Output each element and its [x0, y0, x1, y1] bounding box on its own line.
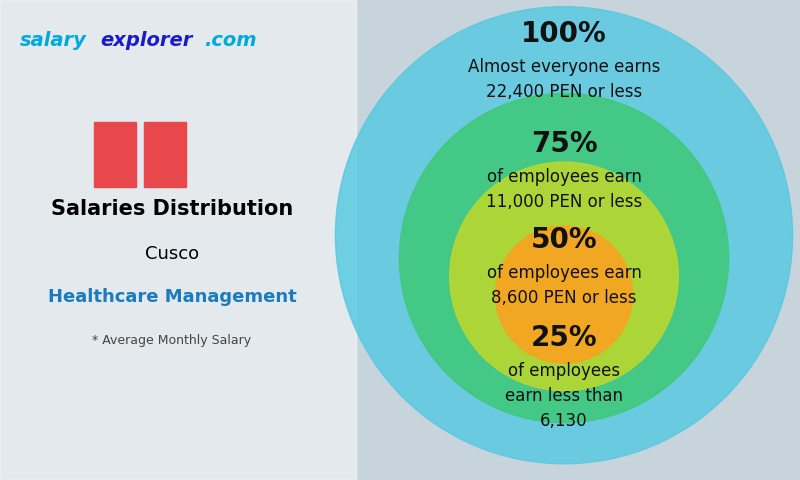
Text: 11,000 PEN or less: 11,000 PEN or less: [486, 193, 642, 211]
Text: 22,400 PEN or less: 22,400 PEN or less: [486, 84, 642, 101]
Text: of employees earn: of employees earn: [486, 264, 642, 282]
Text: 100%: 100%: [521, 20, 607, 48]
Text: * Average Monthly Salary: * Average Monthly Salary: [93, 334, 251, 347]
Text: 25%: 25%: [530, 324, 598, 352]
Circle shape: [335, 7, 793, 464]
Text: of employees earn: of employees earn: [486, 168, 642, 186]
Text: 50%: 50%: [530, 226, 598, 254]
Text: .com: .com: [204, 31, 257, 50]
Text: 75%: 75%: [530, 130, 598, 158]
Bar: [94, 122, 136, 187]
Text: explorer: explorer: [100, 31, 192, 50]
Text: 6,130: 6,130: [540, 412, 588, 431]
Text: Cusco: Cusco: [145, 245, 199, 263]
Text: Healthcare Management: Healthcare Management: [48, 288, 296, 306]
Circle shape: [495, 226, 633, 363]
Text: of employees: of employees: [508, 362, 620, 380]
Text: Salaries Distribution: Salaries Distribution: [51, 199, 293, 219]
Bar: [144, 122, 186, 187]
Text: salary: salary: [20, 31, 87, 50]
Circle shape: [399, 94, 729, 422]
Text: Almost everyone earns: Almost everyone earns: [468, 58, 660, 76]
Text: 8,600 PEN or less: 8,600 PEN or less: [491, 289, 637, 307]
Text: earn less than: earn less than: [505, 387, 623, 405]
Circle shape: [450, 162, 678, 391]
Bar: [0, 0, 356, 480]
